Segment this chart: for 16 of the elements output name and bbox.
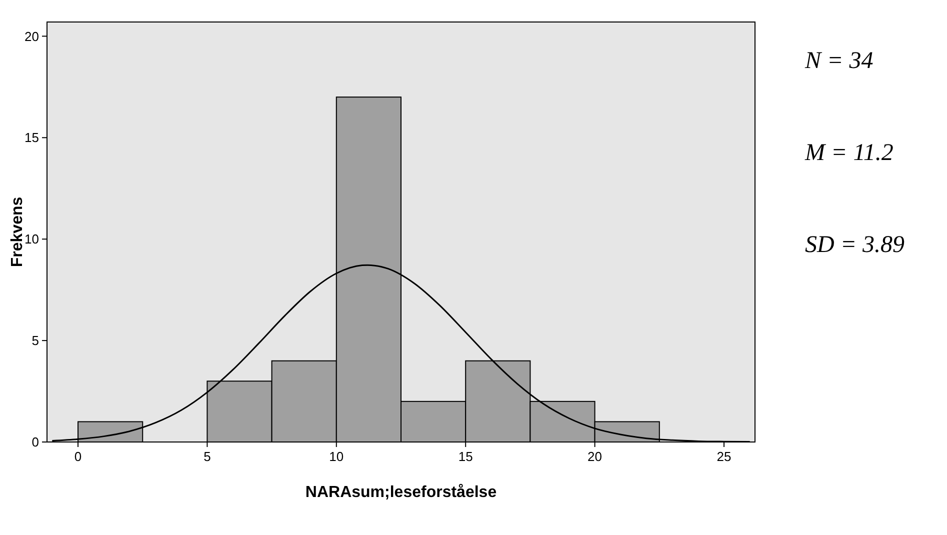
x-tick-label: 0	[74, 449, 82, 464]
text: SD = 3.89	[805, 232, 905, 258]
y-tick-label: 5	[32, 333, 39, 348]
x-tick-label: 15	[458, 449, 473, 464]
y-tick-label: 15	[24, 130, 39, 146]
x-tick-label: 20	[588, 449, 602, 464]
x-tick-label: 10	[329, 449, 344, 464]
y-tick-label: 20	[24, 28, 39, 44]
text: N = 34	[804, 48, 874, 74]
text: M = 11.2	[804, 140, 894, 166]
y-tick-label: 0	[32, 434, 39, 450]
x-axis-title: NARAsum;leseforståelse	[305, 483, 497, 501]
x-tick-label: 25	[716, 449, 732, 464]
y-axis-title: Frekvens	[9, 196, 26, 268]
x-tick-label: 5	[204, 449, 211, 464]
y-tick-label: 10	[24, 232, 39, 247]
